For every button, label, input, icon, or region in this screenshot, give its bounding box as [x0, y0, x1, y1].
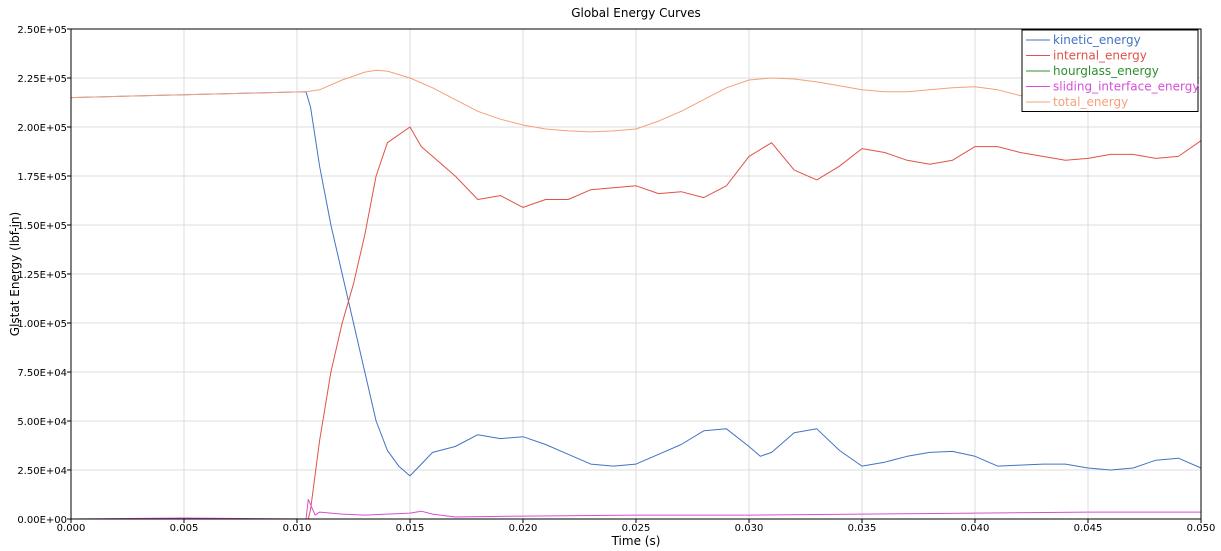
- y-tick-label: 1.75E+05: [17, 172, 67, 183]
- x-axis-ticks: 0.000 0.005 0.010 0.015 0.020 0.025 0.030 0.035…: [57, 519, 1216, 534]
- x-tick-label: 0.040: [961, 523, 990, 534]
- x-tick-label: 0.000: [57, 523, 86, 534]
- y-tick-label: 1.50E+05: [17, 221, 67, 232]
- series-line-internal-energy: [71, 126, 1202, 520]
- y-axis-title: Glstat Energy (lbf-in): [8, 212, 22, 336]
- x-axis-title: Time (s): [611, 534, 661, 548]
- series-line-total-energy: [70, 69, 1043, 133]
- x-tick-label: 0.010: [283, 523, 312, 534]
- legend-label: sliding_interface_energy: [1053, 80, 1199, 94]
- x-tick-label: 0.015: [396, 523, 425, 534]
- y-tick-label: 7.50E+04: [17, 368, 67, 379]
- x-tick-label: 0.005: [170, 523, 199, 534]
- y-tick-label: 2.00E+05: [17, 123, 67, 134]
- legend-label: total_energy: [1053, 95, 1128, 109]
- legend: kinetic_energy internal_energyhourglass_e…: [1021, 29, 1199, 112]
- x-tick-label: 0.030: [735, 523, 764, 534]
- series-line-sliding-interface-energy: [70, 498, 1201, 520]
- x-tick-label: 0.035: [848, 523, 877, 534]
- grid-lines: [71, 29, 1201, 519]
- legend-box: [1021, 29, 1199, 112]
- legend-label: hourglass_energy: [1053, 64, 1159, 78]
- x-tick-label: 0.020: [509, 523, 538, 534]
- x-tick-label: 0.050: [1187, 523, 1216, 534]
- chart-title: Global Energy Curves: [571, 6, 701, 20]
- legend-label: kinetic_energy: [1053, 33, 1141, 47]
- y-tick-label: 0.00E+00: [17, 515, 67, 526]
- y-tick-label: 5.00E+04: [17, 417, 67, 428]
- legend-label: internal_energy: [1053, 49, 1147, 63]
- y-axis-ticks: 0.00E+00 2.50E+04 5.00E+04 7.50E+04 1.00E+05…: [17, 25, 71, 526]
- y-tick-label: 1.00E+05: [17, 319, 67, 330]
- x-tick-label: 0.025: [622, 523, 651, 534]
- y-tick-label: 2.50E+04: [17, 466, 67, 477]
- y-tick-label: 1.25E+05: [17, 270, 67, 281]
- y-tick-label: 2.50E+05: [17, 25, 67, 36]
- x-tick-label: 0.045: [1074, 523, 1103, 534]
- series-line-kinetic-energy: [70, 91, 1202, 477]
- y-tick-label: 2.25E+05: [17, 74, 67, 85]
